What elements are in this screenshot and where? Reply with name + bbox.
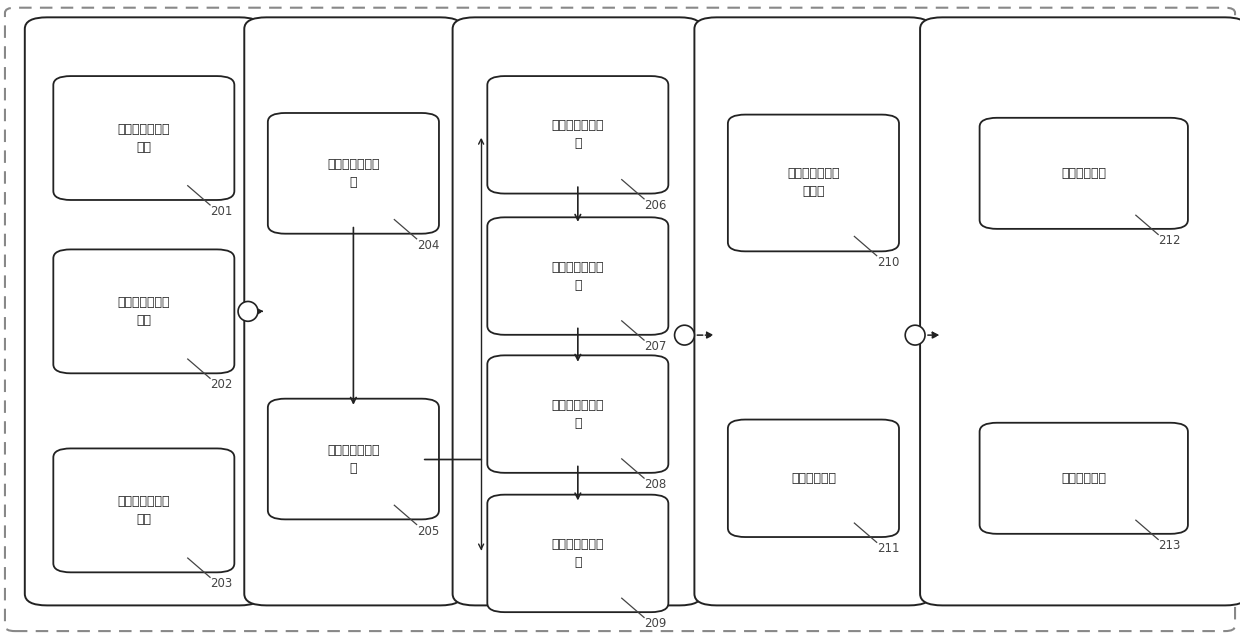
FancyBboxPatch shape: [487, 356, 668, 473]
Text: 数据分析模块: 数据分析模块: [1061, 472, 1106, 485]
Ellipse shape: [905, 325, 925, 345]
FancyBboxPatch shape: [980, 423, 1188, 534]
Text: 202: 202: [210, 378, 232, 391]
FancyBboxPatch shape: [244, 17, 463, 605]
Text: 采购订单物流管
理模块: 采购订单物流管 理模块: [787, 168, 839, 198]
FancyBboxPatch shape: [268, 113, 439, 234]
Text: 库存管理模块: 库存管理模块: [791, 472, 836, 485]
FancyBboxPatch shape: [920, 17, 1240, 605]
FancyBboxPatch shape: [453, 17, 702, 605]
Text: 采购计划管理模
块: 采购计划管理模 块: [552, 119, 604, 150]
Text: 211: 211: [877, 542, 899, 555]
FancyBboxPatch shape: [53, 250, 234, 374]
FancyBboxPatch shape: [53, 76, 234, 200]
Ellipse shape: [675, 325, 694, 345]
Text: 212: 212: [1158, 234, 1180, 247]
Text: 205: 205: [417, 525, 439, 537]
Text: 206: 206: [644, 199, 666, 212]
Text: 213: 213: [1158, 539, 1180, 552]
Text: 208: 208: [644, 478, 666, 491]
FancyBboxPatch shape: [53, 448, 234, 573]
FancyBboxPatch shape: [487, 494, 668, 612]
FancyBboxPatch shape: [728, 420, 899, 537]
FancyBboxPatch shape: [487, 76, 668, 194]
Text: 供应商评价管理
模块: 供应商评价管理 模块: [118, 495, 170, 526]
Text: 采购票据管理模
块: 采购票据管理模 块: [552, 538, 604, 569]
Text: 204: 204: [417, 239, 439, 252]
Text: 203: 203: [210, 577, 232, 590]
FancyBboxPatch shape: [25, 17, 262, 605]
FancyBboxPatch shape: [980, 118, 1188, 229]
FancyBboxPatch shape: [728, 115, 899, 252]
FancyBboxPatch shape: [694, 17, 931, 605]
Text: 采购订单管理模
块: 采购订单管理模 块: [552, 399, 604, 429]
Text: 采购合同管理模
块: 采购合同管理模 块: [552, 261, 604, 291]
Ellipse shape: [238, 302, 258, 321]
FancyBboxPatch shape: [487, 217, 668, 335]
FancyBboxPatch shape: [5, 8, 1235, 631]
Text: 供应商信息管理
模块: 供应商信息管理 模块: [118, 123, 170, 153]
FancyBboxPatch shape: [268, 399, 439, 519]
Text: 201: 201: [210, 205, 232, 218]
Text: 数据采集模块: 数据采集模块: [1061, 167, 1106, 180]
Text: 项目订单管理模
块: 项目订单管理模 块: [327, 444, 379, 474]
Text: 207: 207: [644, 340, 666, 353]
Text: 项目信息管理模
块: 项目信息管理模 块: [327, 158, 379, 189]
Text: 供应商准入管理
模块: 供应商准入管理 模块: [118, 296, 170, 327]
Text: 210: 210: [877, 256, 899, 268]
Text: 209: 209: [644, 618, 666, 630]
